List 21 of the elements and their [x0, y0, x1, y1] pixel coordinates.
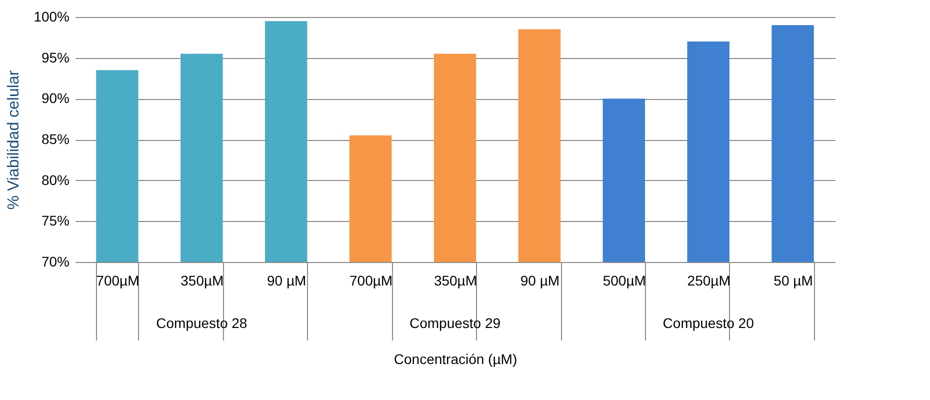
x-tick-label: 500µM [602, 272, 646, 288]
series-label: Compuesto 20 [662, 315, 754, 331]
y-tick-label: 75% [41, 212, 70, 229]
y-tick-label: 90% [41, 90, 70, 106]
x-tick-label: 350µM [180, 272, 224, 288]
x-axis-title: Concentración (µM) [394, 351, 518, 367]
y-tick-label: 85% [41, 131, 70, 147]
y-tick-label: 80% [41, 172, 70, 188]
series-label: Compuesto 28 [156, 315, 248, 331]
y-tick-label: 70% [41, 254, 70, 270]
series-label: Compuesto 29 [409, 315, 501, 331]
x-tick-label: 700µM [96, 272, 140, 288]
y-tick-label: 95% [41, 49, 70, 66]
x-tick-label: 90 µM [520, 272, 560, 288]
x-tick-label: 50 µM [774, 272, 813, 288]
y-axis-title: % Viabilidad celular [6, 70, 23, 210]
y-tick-label: 100% [34, 8, 70, 24]
x-tick-label: 250µM [687, 272, 730, 288]
x-tick-label: 90 µM [267, 272, 306, 288]
x-tick-label: 350µM [434, 272, 478, 288]
x-tick-label: 700µM [350, 272, 393, 288]
